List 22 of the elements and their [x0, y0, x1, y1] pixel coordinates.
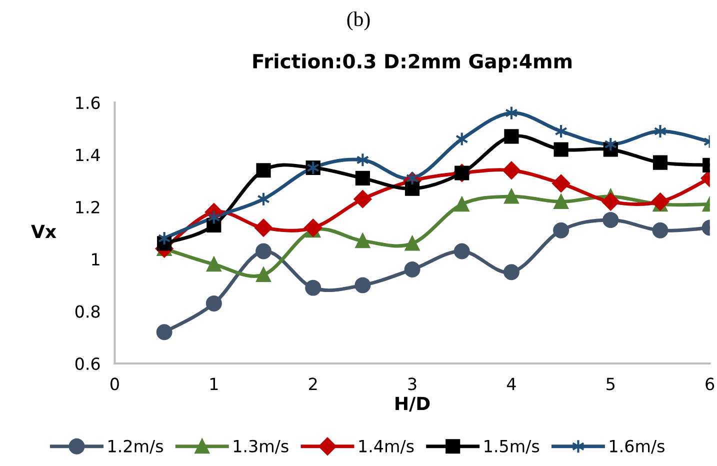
y-axis-title: Vx — [31, 224, 56, 238]
y-tick-label: 1.2 — [76, 200, 100, 214]
x-tick-label: 0 — [110, 378, 119, 390]
x-tick-label: 3 — [408, 378, 416, 390]
chart-title: (b) — [347, 12, 370, 30]
legend-label: 1.5m/s — [484, 440, 540, 454]
x-axis-title: H/D — [396, 396, 430, 412]
x-tick-label: 1 — [210, 378, 218, 390]
legend-label: 1.3m/s — [234, 440, 288, 454]
chart-subtitle: Friction:0.3 D:2mm Gap:4mm — [253, 54, 572, 72]
y-tick-label: 1 — [92, 253, 100, 266]
legend-label: 1.2m/s — [108, 440, 163, 454]
x-tick-label: 4 — [506, 378, 516, 390]
legend-label: 1.4m/s — [359, 440, 414, 454]
x-tick-label: 2 — [309, 378, 317, 390]
y-tick-label: 1.6 — [76, 96, 100, 110]
legend-label: 1.6m/s — [610, 440, 664, 454]
y-tick-label: 0.6 — [75, 357, 100, 370]
y-tick-label: 1.4 — [76, 148, 100, 162]
x-tick-label: 5 — [606, 378, 614, 390]
y-tick-label: 0.8 — [75, 305, 100, 318]
x-tick-label: 6 — [706, 378, 714, 390]
